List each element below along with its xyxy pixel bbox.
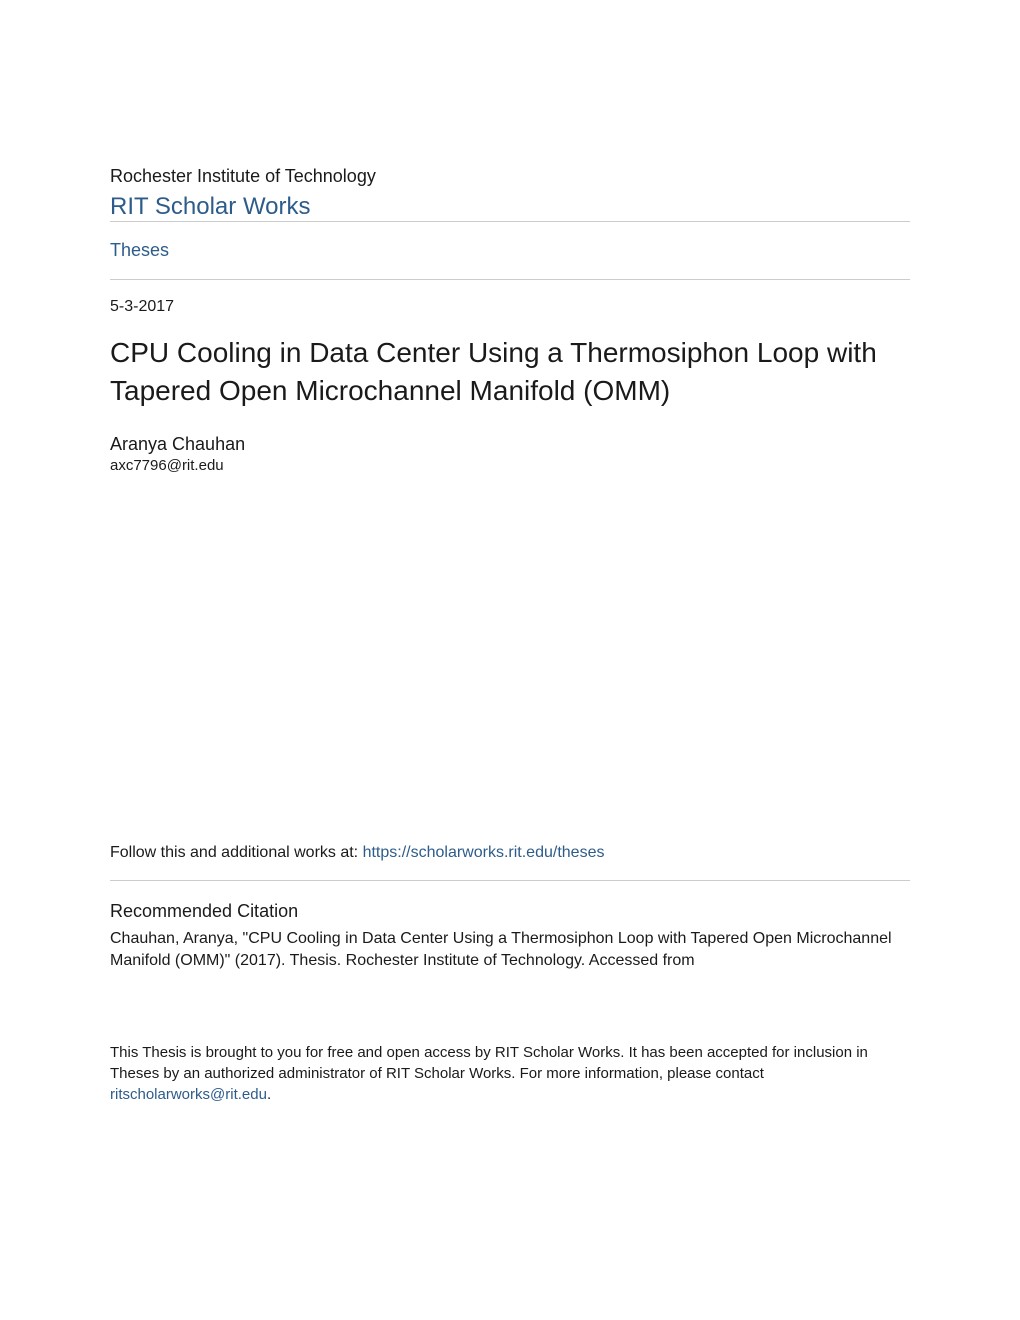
follow-url-link[interactable]: https://scholarworks.rit.edu/theses xyxy=(363,844,605,861)
citation-text: Chauhan, Aranya, "CPU Cooling in Data Ce… xyxy=(110,928,910,973)
follow-prefix: Follow this and additional works at: xyxy=(110,844,363,861)
author-name: Aranya Chauhan xyxy=(110,434,910,455)
publication-date: 5-3-2017 xyxy=(110,280,910,334)
theses-link[interactable]: Theses xyxy=(110,222,910,279)
footer-email-link[interactable]: ritscholarworks@rit.edu xyxy=(110,1086,267,1103)
follow-works-line: Follow this and additional works at: htt… xyxy=(110,844,910,862)
content-spacer xyxy=(110,474,910,844)
footer-spacer xyxy=(110,972,910,1042)
institution-name: Rochester Institute of Technology xyxy=(110,166,910,187)
site-title-link[interactable]: RIT Scholar Works xyxy=(110,193,311,220)
footer-text: This Thesis is brought to you for free a… xyxy=(110,1042,910,1105)
footer-prefix: This Thesis is brought to you for free a… xyxy=(110,1044,868,1082)
author-email: axc7796@rit.edu xyxy=(110,457,910,474)
divider-citation xyxy=(110,880,910,881)
citation-heading: Recommended Citation xyxy=(110,901,910,922)
footer-suffix: . xyxy=(267,1086,271,1103)
document-title: CPU Cooling in Data Center Using a Therm… xyxy=(110,334,910,410)
